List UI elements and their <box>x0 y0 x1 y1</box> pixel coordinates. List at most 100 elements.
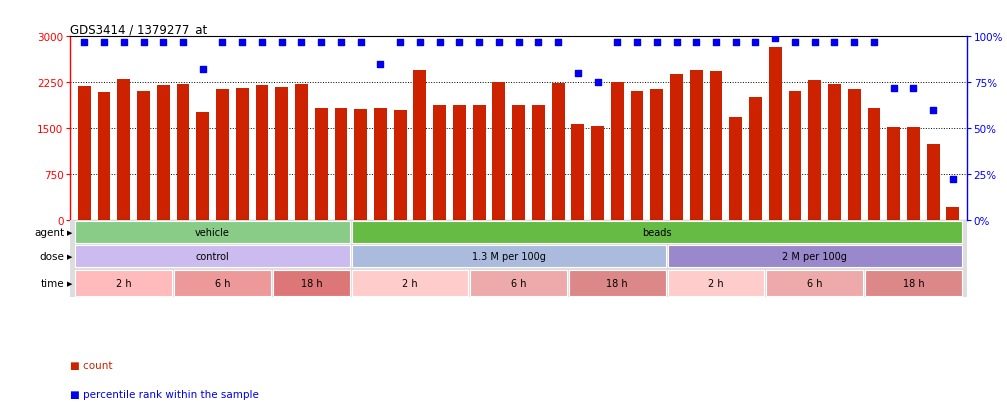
Bar <box>236 89 249 220</box>
Bar <box>749 98 762 220</box>
Point <box>471 39 487 46</box>
Point <box>669 39 685 46</box>
Text: 18 h: 18 h <box>300 278 322 288</box>
Bar <box>295 85 308 220</box>
Bar <box>571 124 584 220</box>
Bar <box>690 71 703 220</box>
Text: ▶: ▶ <box>67 229 73 235</box>
Point <box>392 39 408 46</box>
Bar <box>947 208 960 220</box>
Bar <box>273 271 349 296</box>
Bar <box>569 271 666 296</box>
Text: 2 h: 2 h <box>402 278 418 288</box>
Text: control: control <box>195 252 230 262</box>
Point <box>708 39 724 46</box>
Bar <box>78 87 91 220</box>
Point <box>274 39 290 46</box>
Point <box>767 36 783 42</box>
Point <box>807 39 823 46</box>
Point <box>649 39 665 46</box>
Bar <box>532 106 545 220</box>
Point <box>511 39 527 46</box>
Point <box>155 39 171 46</box>
Text: 2 h: 2 h <box>116 278 132 288</box>
Bar <box>552 83 565 220</box>
Bar <box>176 85 189 220</box>
Bar <box>668 271 764 296</box>
Bar <box>766 271 863 296</box>
Point <box>293 39 309 46</box>
Point <box>451 39 467 46</box>
Point <box>333 39 349 46</box>
Bar <box>809 81 821 220</box>
Bar <box>887 128 900 220</box>
Point <box>866 39 882 46</box>
Bar <box>651 90 664 220</box>
Bar <box>668 246 962 268</box>
Bar <box>433 105 446 220</box>
Point <box>609 39 625 46</box>
Bar <box>768 48 781 220</box>
Bar <box>157 86 170 220</box>
Text: agent: agent <box>34 227 64 237</box>
Point <box>96 39 112 46</box>
Bar <box>907 128 919 220</box>
Text: 2 M per 100g: 2 M per 100g <box>782 252 847 262</box>
Bar <box>848 90 861 220</box>
Bar <box>354 110 368 220</box>
Point <box>629 39 645 46</box>
Point <box>136 39 152 46</box>
Point <box>194 67 210 74</box>
Text: 1.3 M per 100g: 1.3 M per 100g <box>472 252 546 262</box>
Bar <box>788 91 802 220</box>
Bar <box>828 85 841 220</box>
Text: GDS3414 / 1379277_at: GDS3414 / 1379277_at <box>70 23 207 36</box>
Bar <box>351 221 962 243</box>
Bar <box>470 271 567 296</box>
Point <box>531 39 547 46</box>
Text: 2 h: 2 h <box>708 278 724 288</box>
Bar <box>137 92 150 220</box>
Text: ■ count: ■ count <box>70 361 113 370</box>
Point <box>885 85 901 92</box>
Point <box>373 61 389 68</box>
Point <box>905 85 921 92</box>
Point <box>352 39 369 46</box>
Bar <box>196 113 209 220</box>
Point <box>827 39 843 46</box>
Point <box>214 39 231 46</box>
Text: time: time <box>41 278 64 288</box>
Bar <box>630 91 643 220</box>
Bar <box>76 221 349 243</box>
Point <box>432 39 448 46</box>
Point <box>570 71 586 77</box>
Text: 6 h: 6 h <box>214 278 231 288</box>
Bar <box>453 106 466 220</box>
Bar <box>118 80 130 220</box>
Bar <box>729 118 742 220</box>
Point <box>846 39 862 46</box>
Point <box>728 39 744 46</box>
Bar <box>611 83 623 220</box>
Point <box>412 39 428 46</box>
Point <box>550 39 566 46</box>
Point <box>116 39 132 46</box>
Text: 6 h: 6 h <box>807 278 823 288</box>
Point <box>77 39 93 46</box>
Bar <box>315 109 327 220</box>
Bar <box>256 86 269 220</box>
Text: 18 h: 18 h <box>606 278 628 288</box>
Point <box>313 39 329 46</box>
Bar <box>414 71 426 220</box>
Point <box>254 39 270 46</box>
Bar <box>334 109 347 220</box>
Bar <box>76 246 349 268</box>
Bar <box>394 111 407 220</box>
Bar <box>351 246 666 268</box>
Bar <box>374 109 387 220</box>
Text: beads: beads <box>642 227 672 237</box>
Bar <box>492 83 506 220</box>
Bar <box>98 93 111 220</box>
Point <box>589 80 605 86</box>
Bar <box>670 75 683 220</box>
